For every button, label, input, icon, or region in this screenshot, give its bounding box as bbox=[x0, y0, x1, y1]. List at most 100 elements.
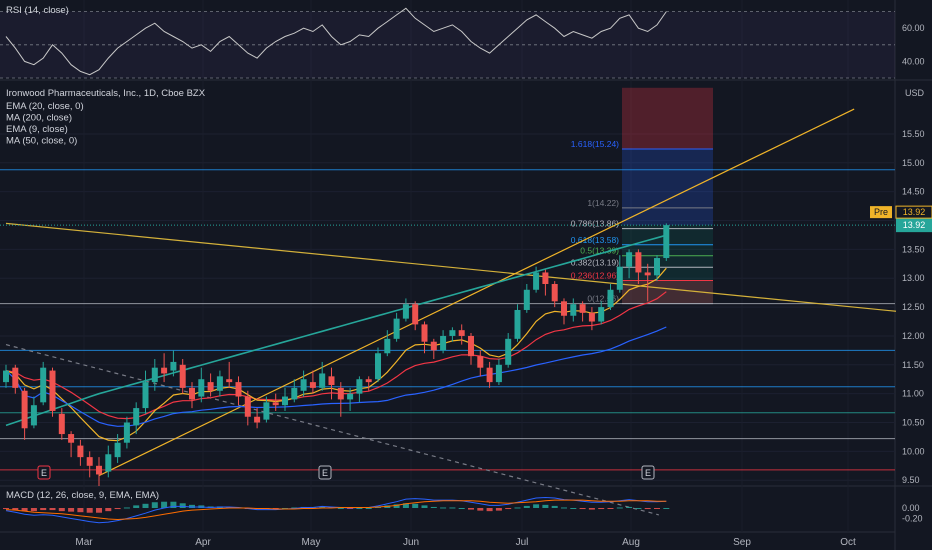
trendline-descending-resistance bbox=[5, 222, 897, 312]
candle-body[interactable] bbox=[282, 396, 288, 406]
candle-body[interactable] bbox=[337, 387, 344, 400]
candle-body[interactable] bbox=[523, 289, 530, 310]
candle-body[interactable] bbox=[579, 304, 586, 313]
candle-body[interactable] bbox=[12, 367, 19, 388]
fib-level-label: 0(12.56) bbox=[587, 294, 619, 304]
candle-body[interactable] bbox=[365, 379, 372, 383]
price-tick-label: 13.50 bbox=[902, 244, 925, 254]
candle-body[interactable] bbox=[440, 335, 447, 351]
candle-body[interactable] bbox=[570, 304, 577, 316]
candle-body[interactable] bbox=[272, 402, 279, 406]
candle-body[interactable] bbox=[235, 382, 242, 397]
candle-body[interactable] bbox=[133, 408, 140, 426]
candle-body[interactable] bbox=[198, 379, 205, 397]
candle-body[interactable] bbox=[309, 382, 316, 388]
candle-body[interactable] bbox=[30, 405, 37, 426]
rsi-title: RSI (14, close) bbox=[6, 5, 69, 16]
macd-histogram-bar bbox=[440, 507, 447, 509]
candle-body[interactable] bbox=[319, 373, 326, 388]
candle-body[interactable] bbox=[189, 387, 195, 400]
candle-body[interactable] bbox=[328, 376, 335, 385]
candle-body[interactable] bbox=[468, 335, 474, 357]
candle-body[interactable] bbox=[514, 309, 521, 339]
candle-body[interactable] bbox=[654, 258, 660, 276]
candle-body[interactable] bbox=[412, 304, 419, 325]
candle-body[interactable] bbox=[216, 376, 223, 391]
rsi-line bbox=[5, 7, 667, 76]
macd-histogram-bar bbox=[514, 507, 521, 509]
candle-body[interactable] bbox=[254, 416, 261, 423]
candle-body[interactable] bbox=[263, 402, 270, 420]
candle-body[interactable] bbox=[58, 413, 65, 435]
candle-body[interactable] bbox=[449, 330, 456, 336]
candle-body[interactable] bbox=[151, 367, 158, 383]
macd-histogram-bar bbox=[654, 508, 660, 509]
candle-body[interactable] bbox=[3, 370, 9, 383]
candle-body[interactable] bbox=[384, 338, 391, 354]
candle-body[interactable] bbox=[644, 272, 651, 276]
macd-histogram-bar bbox=[635, 508, 642, 509]
macd-histogram-bar bbox=[644, 508, 651, 510]
candle-body[interactable] bbox=[300, 379, 307, 391]
candle-body[interactable] bbox=[142, 382, 149, 409]
candle-body[interactable] bbox=[68, 434, 75, 443]
macd-histogram-bar bbox=[189, 504, 195, 508]
candle-body[interactable] bbox=[96, 465, 102, 475]
candle-body[interactable] bbox=[123, 422, 130, 443]
candle-body[interactable] bbox=[49, 370, 56, 411]
candle-body[interactable] bbox=[179, 364, 186, 388]
macd-histogram-bar bbox=[123, 507, 130, 509]
candle-body[interactable] bbox=[477, 356, 484, 368]
candle-body[interactable] bbox=[347, 393, 354, 400]
candle-body[interactable] bbox=[663, 225, 670, 259]
candle-body[interactable] bbox=[598, 307, 605, 322]
candle-body[interactable] bbox=[561, 301, 567, 316]
candle-body[interactable] bbox=[375, 353, 381, 380]
candle-body[interactable] bbox=[393, 318, 400, 339]
earnings-marker-bg[interactable] bbox=[318, 465, 332, 480]
macd-histogram-bar bbox=[114, 508, 121, 510]
candle-body[interactable] bbox=[551, 284, 558, 302]
candle-body[interactable] bbox=[533, 272, 540, 290]
candle-body[interactable] bbox=[402, 304, 409, 319]
price-tick-label: 15.00 bbox=[902, 158, 925, 168]
indicator-legend-item: EMA (9, close) bbox=[6, 124, 68, 135]
candle-body[interactable] bbox=[486, 367, 493, 383]
candle-body[interactable] bbox=[105, 454, 112, 472]
candle-body[interactable] bbox=[77, 445, 84, 458]
time-tick-label: Mar bbox=[75, 537, 93, 548]
candle-body[interactable] bbox=[607, 289, 614, 308]
candle-body[interactable] bbox=[21, 390, 28, 429]
candle-body[interactable] bbox=[114, 442, 121, 458]
candle-body[interactable] bbox=[356, 379, 363, 394]
candle-body[interactable] bbox=[40, 367, 47, 403]
candle-body[interactable] bbox=[616, 266, 623, 290]
candle-body[interactable] bbox=[495, 364, 502, 383]
candle-body[interactable] bbox=[626, 252, 633, 267]
candle-body[interactable] bbox=[421, 324, 428, 342]
candle-body[interactable] bbox=[588, 312, 595, 322]
earnings-marker-bg[interactable] bbox=[37, 465, 51, 480]
candle-body[interactable] bbox=[635, 252, 642, 273]
candle-body[interactable] bbox=[226, 379, 233, 383]
candle-body[interactable] bbox=[170, 361, 177, 371]
candle-body[interactable] bbox=[291, 387, 298, 400]
candle-body[interactable] bbox=[542, 272, 549, 284]
price-tick-label: 11.00 bbox=[902, 389, 924, 399]
macd-histogram-bar bbox=[663, 508, 670, 509]
candle-body[interactable] bbox=[161, 367, 168, 374]
candle-body[interactable] bbox=[244, 396, 251, 417]
candle-body[interactable] bbox=[207, 382, 214, 391]
price-tick-label: 15.50 bbox=[902, 129, 925, 139]
candle-body[interactable] bbox=[505, 338, 512, 365]
macd-histogram-bar bbox=[151, 502, 158, 508]
macd-histogram-bar bbox=[551, 505, 558, 508]
macd-histogram-bar bbox=[421, 505, 428, 508]
earnings-marker-bg[interactable] bbox=[641, 465, 655, 480]
price-tick-label: 12.00 bbox=[902, 331, 925, 341]
candle-body[interactable] bbox=[430, 341, 437, 351]
candle-body[interactable] bbox=[86, 457, 93, 466]
candle-body[interactable] bbox=[458, 330, 465, 336]
